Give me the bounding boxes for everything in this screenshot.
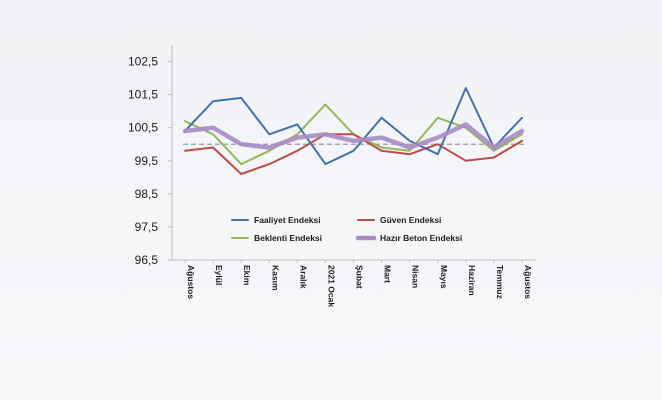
x-tick-label: 2021 Ocak: [326, 265, 336, 307]
series-line-g-ven-endeksi: [184, 133, 523, 175]
legend-item: Güven Endeksi: [357, 215, 441, 225]
x-tick-label: Nisan: [411, 265, 421, 288]
legend-item: Faaliyet Endeksi: [231, 215, 321, 225]
legend-label: Hazır Beton Endeksi: [380, 233, 462, 243]
x-tick-label: Mart: [383, 265, 393, 283]
legend-label: Faaliyet Endeksi: [254, 215, 321, 225]
x-tick-label: Temmuz: [495, 265, 505, 299]
y-tick-label: 100,5: [128, 121, 158, 135]
x-tick-label: Eylül: [214, 265, 224, 285]
legend-item: Beklenti Endeksi: [231, 233, 322, 243]
y-tick-label: 96,5: [135, 253, 159, 267]
x-tick-label: Haziran: [467, 265, 477, 296]
x-tick-label: Kasım: [270, 265, 280, 291]
y-tick-label: 99,5: [135, 154, 159, 168]
series-line-faaliyet-endeksi: [184, 87, 523, 166]
y-tick-label: 102,5: [128, 55, 158, 69]
y-tick-label: 97,5: [135, 220, 159, 234]
x-tick-label: Mayıs: [439, 265, 449, 289]
x-tick-label: Şubat: [355, 265, 365, 289]
legend-label: Beklenti Endeksi: [254, 233, 322, 243]
x-tick-label: Ağustos: [186, 265, 196, 299]
legend-label: Güven Endeksi: [380, 215, 441, 225]
x-tick-label: Ekim: [242, 265, 252, 286]
x-tick-label: Ağustos: [523, 265, 533, 299]
y-tick-label: 98,5: [135, 187, 159, 201]
legend-item: Hazır Beton Endeksi: [355, 233, 462, 243]
y-tick-label: 101,5: [128, 88, 158, 102]
series-line-haz-r-beton-endeksi: [182, 122, 525, 150]
x-tick-label: Aralık: [298, 265, 308, 289]
